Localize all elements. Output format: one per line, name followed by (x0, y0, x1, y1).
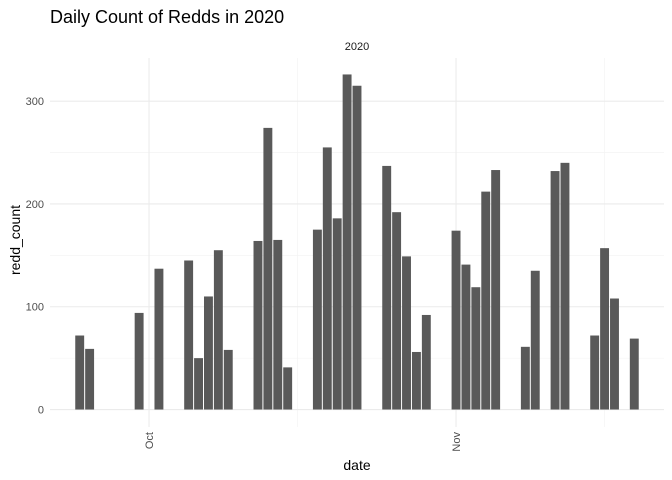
bar (194, 358, 203, 410)
bar (322, 147, 332, 410)
bar (451, 230, 461, 410)
bar (590, 335, 600, 410)
bar (461, 264, 471, 410)
facet-strip-label: 2020 (345, 41, 369, 53)
bar (75, 335, 85, 410)
y-tick-label: 200 (26, 199, 44, 211)
x-axis-tick-labels: Oct Nov (144, 432, 463, 452)
bar (253, 240, 263, 410)
y-tick-label: 300 (26, 96, 44, 108)
bar (530, 270, 540, 410)
bar (411, 351, 421, 410)
bar (352, 85, 362, 410)
bar (332, 218, 342, 410)
bar (382, 165, 392, 410)
bar (560, 162, 570, 410)
bar (213, 250, 223, 410)
bar (204, 296, 213, 410)
y-tick-label: 100 (26, 302, 44, 314)
bar (471, 287, 481, 410)
y-axis-tick-labels: 0 100 200 300 (26, 96, 44, 416)
bar (223, 349, 233, 410)
chart-title: Daily Count of Redds in 2020 (50, 7, 284, 27)
bar (273, 239, 283, 410)
bar (629, 338, 639, 410)
bar (184, 260, 194, 410)
bar (520, 346, 530, 410)
y-tick-label: 0 (38, 405, 44, 417)
bar (312, 229, 322, 410)
bar (154, 268, 164, 410)
bar (263, 127, 273, 410)
bar (481, 191, 491, 410)
bar (550, 171, 560, 410)
x-axis-title: date (343, 457, 370, 473)
bar (283, 367, 293, 410)
bar-series (75, 74, 639, 410)
bar (392, 212, 402, 410)
bar (402, 256, 411, 410)
bar (600, 248, 610, 410)
bar (421, 314, 431, 410)
bar (85, 348, 95, 410)
x-tick-label: Oct (144, 432, 156, 449)
bar (134, 312, 144, 410)
bar (342, 74, 352, 410)
bar (491, 170, 501, 410)
y-axis-title: redd_count (7, 205, 23, 275)
bar (610, 298, 619, 410)
x-tick-label: Nov (451, 432, 463, 452)
